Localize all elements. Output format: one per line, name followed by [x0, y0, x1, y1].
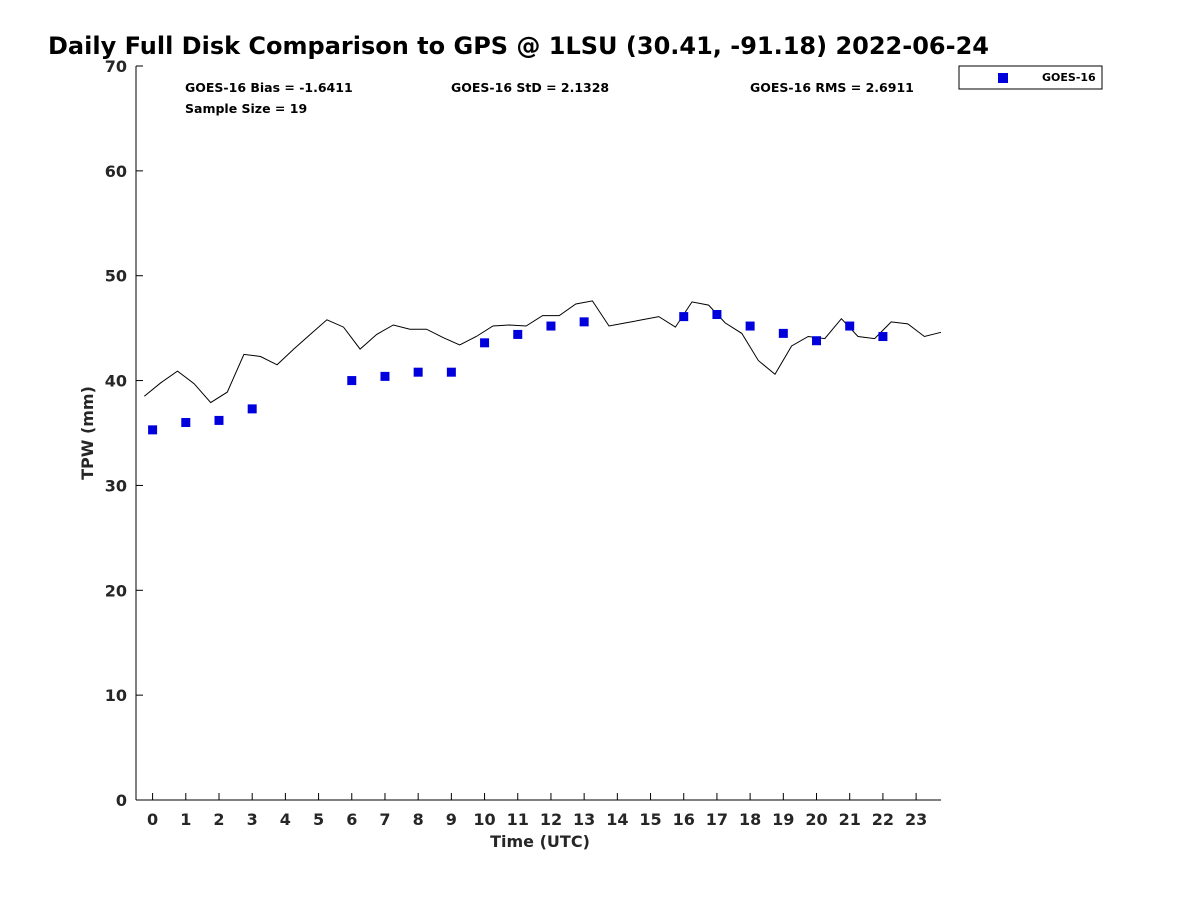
x-tick-label: 13 [573, 810, 595, 829]
goes16-point [413, 367, 423, 377]
x-axis-label: Time (UTC) [490, 832, 590, 851]
x-tick-label: 22 [872, 810, 894, 829]
x-tick-label: 23 [905, 810, 927, 829]
y-tick-label: 60 [105, 162, 127, 181]
y-tick-label: 50 [105, 267, 127, 286]
y-tick-label: 0 [116, 791, 127, 810]
x-tick-label: 5 [313, 810, 324, 829]
goes16-point [480, 338, 490, 348]
y-tick-label: 20 [105, 581, 127, 600]
sample-size-annotation: Sample Size = 19 [185, 101, 307, 116]
bias-annotation: GOES-16 Bias = -1.6411 [185, 80, 353, 95]
series-layer [143, 300, 942, 435]
goes16-point [214, 415, 224, 425]
y-tick-label: 10 [105, 686, 127, 705]
x-tick-label: 11 [507, 810, 529, 829]
legend-label-goes16: GOES-16 [1042, 71, 1096, 84]
x-tick-label: 20 [805, 810, 827, 829]
gps-line [143, 300, 942, 404]
goes16-point [712, 310, 722, 320]
goes16-point [845, 321, 855, 331]
y-tick-label: 70 [105, 57, 127, 76]
x-tick-label: 4 [280, 810, 291, 829]
x-tick-label: 21 [839, 810, 861, 829]
goes16-point [181, 418, 191, 428]
goes16-point [148, 425, 158, 435]
y-tick-label: 30 [105, 476, 127, 495]
goes16-point [546, 321, 556, 331]
goes16-point [247, 404, 257, 414]
goes16-point [446, 367, 456, 377]
goes16-point [347, 376, 357, 386]
x-tick-label: 18 [739, 810, 761, 829]
legend: GOES-16 [958, 65, 1103, 90]
goes16-point [513, 329, 523, 339]
y-tick-label: 40 [105, 372, 127, 391]
x-tick-label: 8 [413, 810, 424, 829]
goes16-point [380, 371, 390, 381]
x-tick-label: 2 [213, 810, 224, 829]
legend-marker-goes16 [998, 73, 1008, 83]
x-tick-label: 3 [247, 810, 258, 829]
goes16-point [812, 336, 822, 346]
x-tick-label: 17 [706, 810, 728, 829]
x-tick-label: 19 [772, 810, 794, 829]
x-tick-label: 9 [446, 810, 457, 829]
goes16-point [878, 332, 888, 342]
plot-area [135, 66, 941, 801]
x-tick-label: 12 [540, 810, 562, 829]
x-tick-label: 6 [346, 810, 357, 829]
x-tick-label: 14 [606, 810, 628, 829]
legend-box [958, 65, 1103, 90]
goes16-point [679, 312, 689, 322]
x-ticks: 0 1 2 3 4 5 6 7 8 9 10 11 12 13 14 15 16 17 18 19 20 21 22 23 [147, 793, 927, 829]
rms-annotation: GOES-16 RMS = 2.6911 [750, 80, 914, 95]
y-axis-label: TPW (mm) [78, 386, 97, 480]
x-tick-label: 0 [147, 810, 158, 829]
x-tick-label: 7 [379, 810, 390, 829]
y-ticks: 0 10 20 30 40 50 60 70 [105, 57, 143, 810]
x-tick-label: 10 [473, 810, 495, 829]
goes16-point [778, 328, 788, 338]
x-tick-label: 15 [639, 810, 661, 829]
x-tick-label: 1 [180, 810, 191, 829]
goes16-point [579, 317, 589, 327]
chart-title: Daily Full Disk Comparison to GPS @ 1LSU… [48, 32, 989, 60]
x-tick-label: 16 [673, 810, 695, 829]
std-annotation: GOES-16 StD = 2.1328 [451, 80, 609, 95]
goes16-point [745, 321, 755, 331]
